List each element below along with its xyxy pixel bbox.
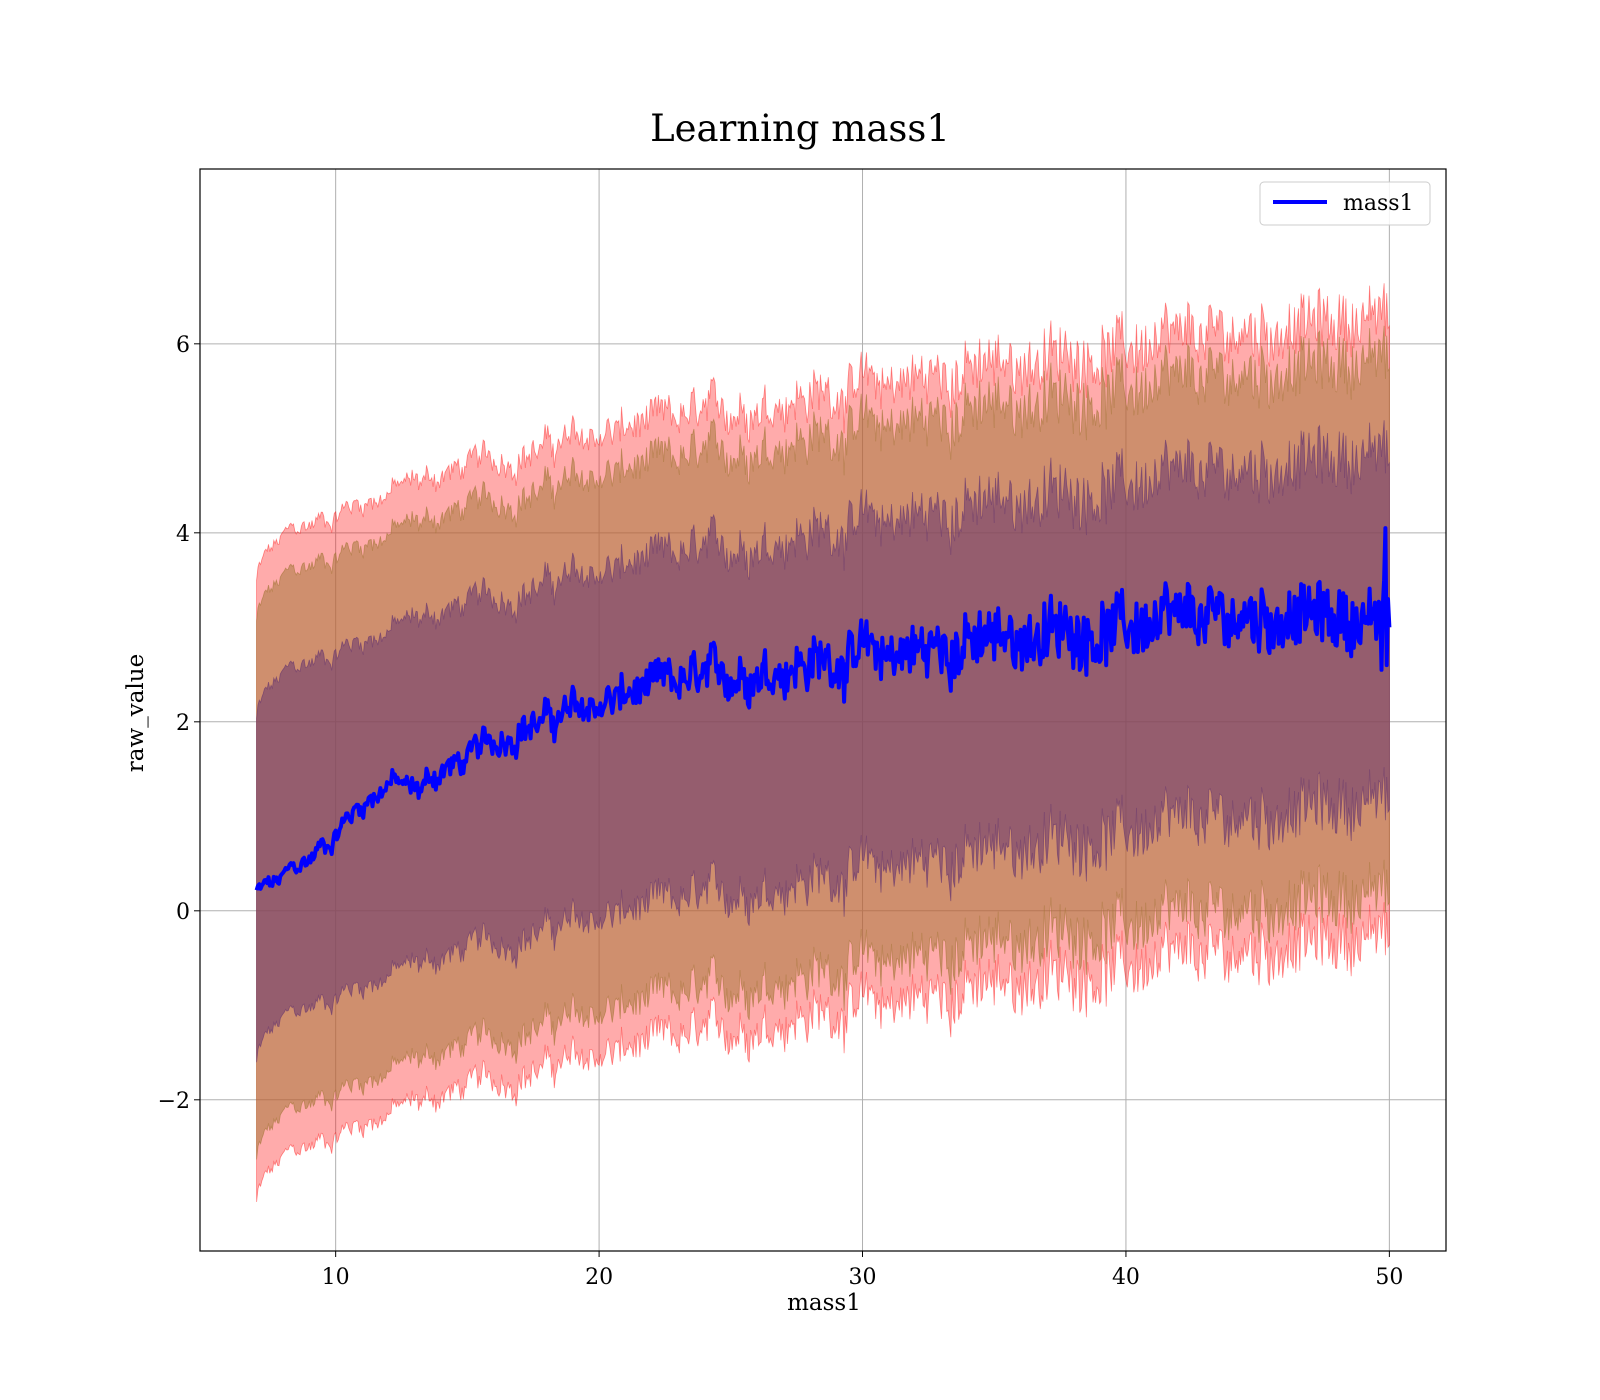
mean-line-layer <box>254 526 1392 891</box>
x-tick-label: 10 <box>322 1265 350 1290</box>
x-tick-label: 30 <box>849 1265 877 1290</box>
y-tick-label: 0 <box>176 900 190 925</box>
x-tick-label: 20 <box>585 1265 613 1290</box>
legend: mass1 <box>1259 181 1431 226</box>
y-tick-label: 6 <box>176 333 190 358</box>
plot-frame <box>199 168 1447 1252</box>
x-tick-label: 50 <box>1375 1265 1403 1290</box>
legend-box <box>1259 181 1431 226</box>
series-line-mass1 <box>254 526 1392 891</box>
axis-ticks: 10 20 30 40 50 −2 0 2 4 6 <box>158 333 1404 1290</box>
legend-label-mass1: mass1 <box>1343 191 1414 216</box>
x-axis-label: mass1 <box>787 1290 861 1316</box>
band-inner <box>256 420 1390 1063</box>
y-tick-label: 2 <box>176 711 190 736</box>
y-axis-label: raw_value <box>123 654 149 772</box>
y-tick-label: −2 <box>158 1089 190 1114</box>
chart-title: Learning mass1 <box>650 107 950 150</box>
y-tick-label: 4 <box>176 522 190 547</box>
uncertainty-bands <box>256 283 1390 1203</box>
x-tick-label: 40 <box>1112 1265 1140 1290</box>
